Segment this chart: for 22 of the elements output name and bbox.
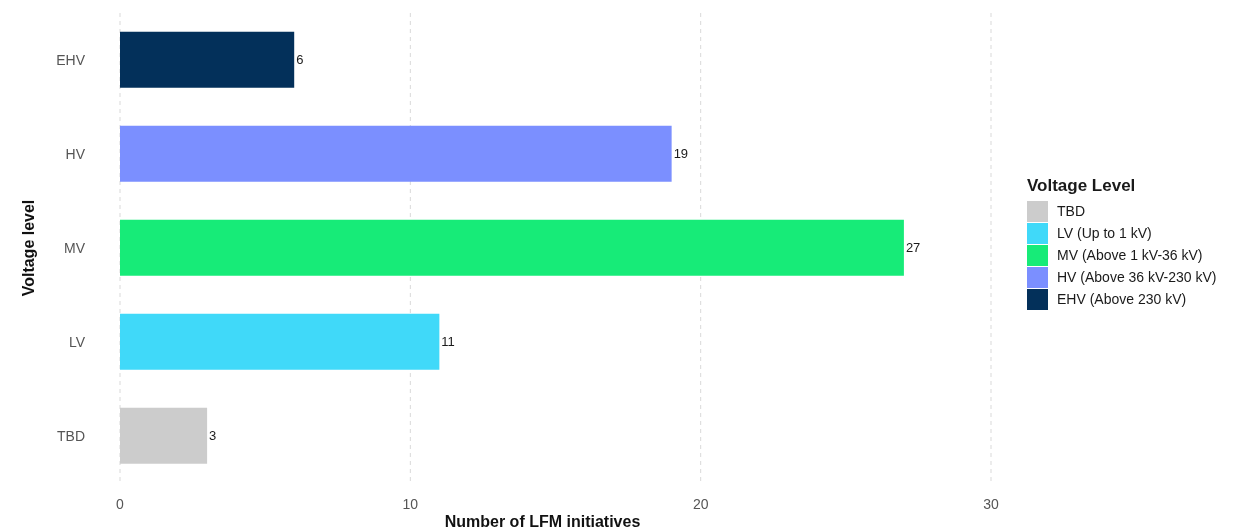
y-tick-label: TBD xyxy=(57,427,85,444)
y-tick-label: MV xyxy=(64,239,86,256)
x-tick-label: 10 xyxy=(402,495,419,512)
x-tick-label: 30 xyxy=(983,495,999,512)
data-label: 11 xyxy=(441,334,455,350)
legend-label: HV (Above 36 kV-230 kV) xyxy=(1057,269,1217,285)
data-label: 3 xyxy=(209,428,217,444)
legend-label: TBD xyxy=(1057,203,1085,219)
y-axis-title: Voltage level xyxy=(19,199,37,297)
data-label: 19 xyxy=(673,146,689,162)
y-tick-label: EHV xyxy=(56,51,86,68)
data-label: 27 xyxy=(905,240,921,256)
x-tick-label: 0 xyxy=(116,495,125,512)
legend-label: LV (Up to 1 kV) xyxy=(1057,225,1152,241)
x-axis-title: Number of LFM initiatives xyxy=(444,513,641,530)
x-tick-label: 20 xyxy=(692,495,709,512)
y-tick-label: HV xyxy=(65,145,86,162)
legend-title: Voltage Level xyxy=(1027,176,1137,196)
legend-label: EHV (Above 230 kV) xyxy=(1057,291,1187,307)
legend-label: MV (Above 1 kV-36 kV) xyxy=(1057,247,1203,263)
y-tick-label: LV xyxy=(68,333,86,350)
data-label: 6 xyxy=(296,52,304,68)
